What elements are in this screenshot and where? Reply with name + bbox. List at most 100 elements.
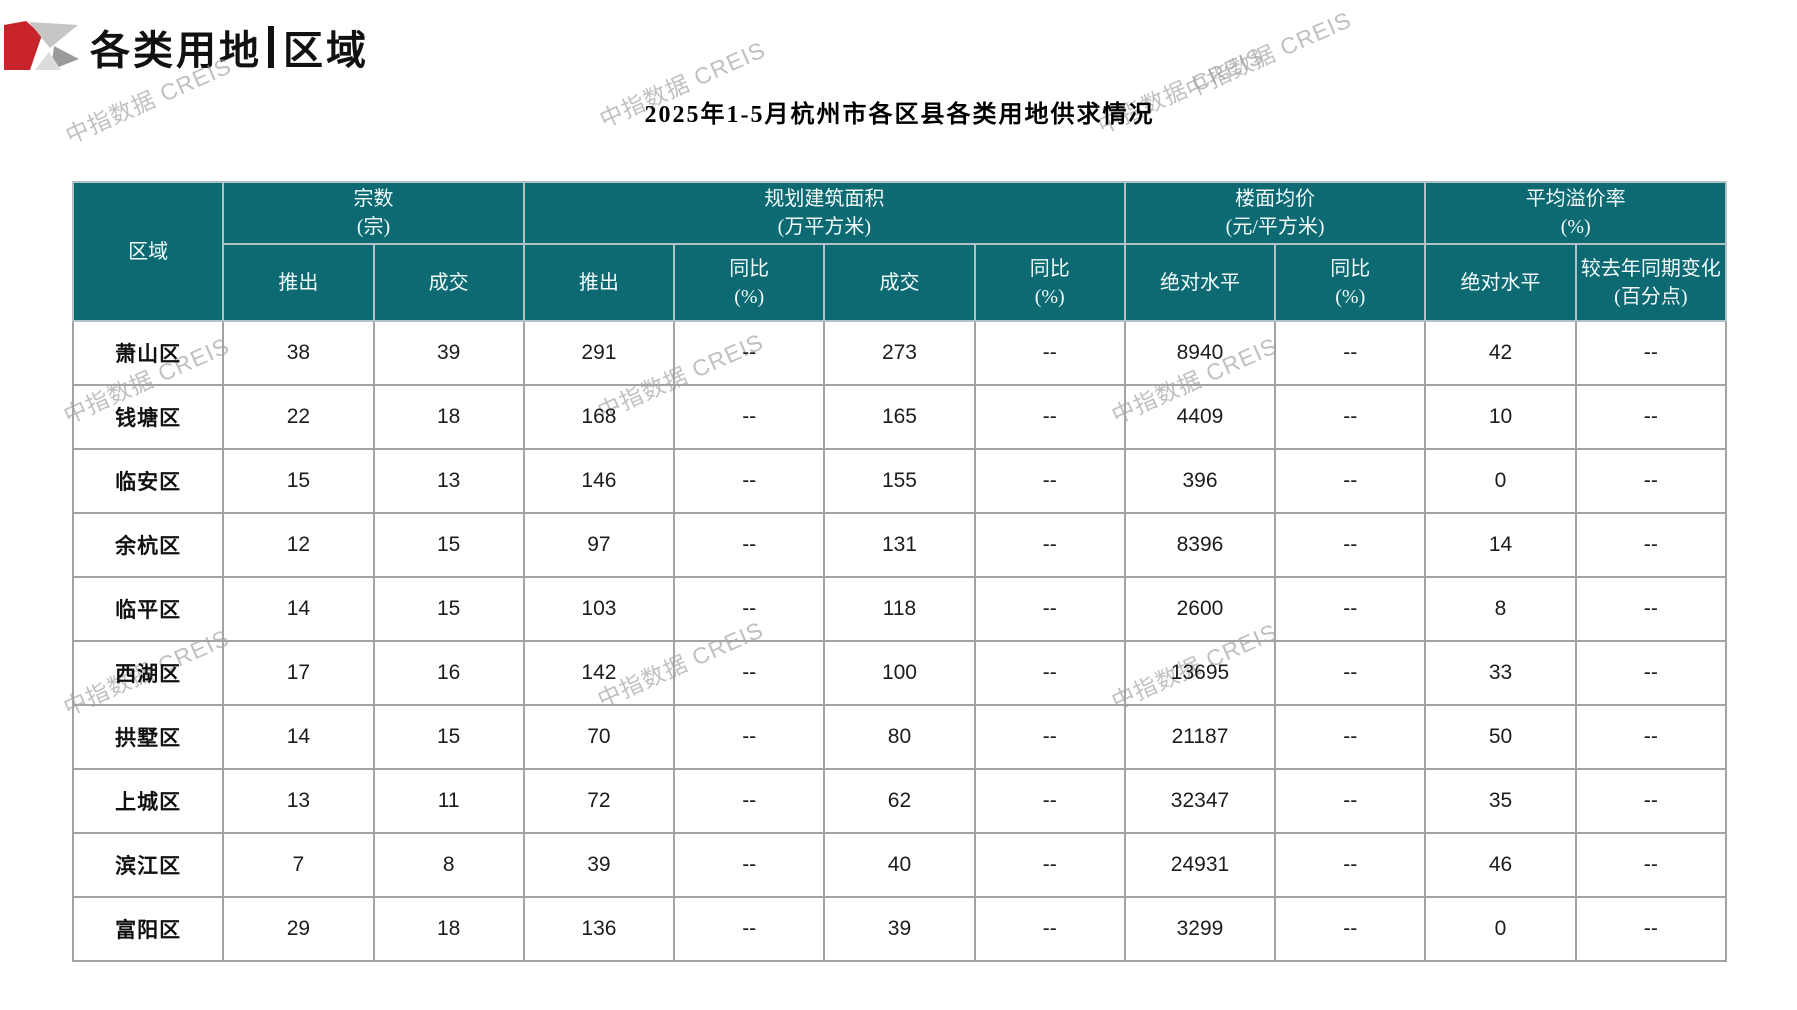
region-cell: 临平区 — [71, 576, 225, 642]
value-cell: -- — [673, 832, 826, 898]
value-cell: 72 — [522, 768, 676, 834]
page-title-left: 各类用地 — [90, 28, 262, 73]
value-cell: -- — [673, 704, 826, 770]
table-body: 萧山区 38 39 291 -- 273 -- 8940 -- 42 -- 钱塘区 22 18 168 -- 1… — [71, 320, 1728, 962]
table-row: 临安区 15 13 146 -- 155 -- 396 -- 0 -- — [71, 448, 1728, 514]
value-cell: 50 — [1424, 704, 1577, 770]
table-row: 萧山区 38 39 291 -- 273 -- 8940 -- 42 -- — [71, 320, 1728, 386]
value-cell: 17 — [222, 640, 375, 706]
value-cell: 12 — [222, 512, 375, 578]
value-cell: 136 — [522, 896, 676, 962]
value-cell: 8940 — [1123, 320, 1277, 386]
region-cell: 拱墅区 — [71, 704, 225, 770]
value-cell: -- — [1274, 320, 1427, 386]
value-cell: 35 — [1424, 768, 1577, 834]
table-container: 区域 宗数 (宗) 规划建筑面积 (万平方米) 楼面均价 (元/平方米) 平均溢价率 (… — [71, 181, 1728, 962]
table-row: 钱塘区 22 18 168 -- 165 -- 4409 -- 10 -- — [71, 384, 1728, 450]
value-cell: 18 — [372, 896, 525, 962]
value-cell: 3299 — [1123, 896, 1277, 962]
page-title: 各类用地 区域 — [90, 18, 369, 76]
value-cell: 15 — [372, 704, 525, 770]
value-cell: 14 — [222, 576, 375, 642]
value-cell: -- — [1574, 704, 1728, 770]
table-head: 区域 宗数 (宗) 规划建筑面积 (万平方米) 楼面均价 (元/平方米) 平均溢价率 (… — [71, 181, 1728, 322]
value-cell: 42 — [1424, 320, 1577, 386]
value-cell: 7 — [222, 832, 375, 898]
value-cell: 14 — [1424, 512, 1577, 578]
value-cell: 29 — [222, 896, 375, 962]
group-header-cell: 区域 — [71, 181, 225, 322]
group-header-cell: 平均溢价率 (%) — [1424, 181, 1727, 245]
title-divider — [268, 26, 274, 68]
value-cell: -- — [1274, 896, 1427, 962]
table-row: 拱墅区 14 15 70 -- 80 -- 21187 -- 50 -- — [71, 704, 1728, 770]
value-cell: -- — [1574, 640, 1728, 706]
value-cell: 396 — [1123, 448, 1277, 514]
sub-header-cell: 推出 — [522, 243, 676, 322]
value-cell: 13 — [372, 448, 525, 514]
value-cell: 10 — [1424, 384, 1577, 450]
group-header-cell: 楼面均价 (元/平方米) — [1123, 181, 1427, 245]
value-cell: -- — [1574, 576, 1728, 642]
logo-gray-right — [51, 46, 79, 70]
sub-header-cell: 同比 (%) — [973, 243, 1126, 322]
value-cell: -- — [973, 512, 1126, 578]
value-cell: 62 — [823, 768, 976, 834]
table-row: 滨江区 7 8 39 -- 40 -- 24931 -- 46 -- — [71, 832, 1728, 898]
value-cell: -- — [673, 576, 826, 642]
region-cell: 萧山区 — [71, 320, 225, 386]
logo-red-shape — [4, 21, 42, 70]
value-cell: -- — [673, 512, 826, 578]
value-cell: -- — [1574, 768, 1728, 834]
table-row: 临平区 14 15 103 -- 118 -- 2600 -- 8 -- — [71, 576, 1728, 642]
sub-header-cell: 绝对水平 — [1424, 243, 1577, 322]
value-cell: 131 — [823, 512, 976, 578]
value-cell: -- — [673, 640, 826, 706]
group-header-cell: 规划建筑面积 (万平方米) — [522, 181, 1126, 245]
value-cell: 142 — [522, 640, 676, 706]
value-cell: 146 — [522, 448, 676, 514]
value-cell: 39 — [522, 832, 676, 898]
region-cell: 上城区 — [71, 768, 225, 834]
value-cell: 32347 — [1123, 768, 1277, 834]
sub-header-row: 推出 成交 推出 同比 (%) 成交 同比 (%) 绝对水平 同比 (%) 绝对水平 较去年同期变… — [73, 243, 1728, 322]
value-cell: 103 — [522, 576, 676, 642]
sub-header-cell: 同比 (%) — [673, 243, 826, 322]
region-cell: 西湖区 — [71, 640, 225, 706]
sub-header-cell: 推出 — [222, 243, 375, 322]
value-cell: -- — [1574, 448, 1728, 514]
table-row: 西湖区 17 16 142 -- 100 -- 13695 -- 33 -- — [71, 640, 1728, 706]
value-cell: 80 — [823, 704, 976, 770]
region-cell: 余杭区 — [71, 512, 225, 578]
value-cell: -- — [973, 832, 1126, 898]
value-cell: 24931 — [1123, 832, 1277, 898]
logo-gray-top — [29, 22, 78, 48]
value-cell: 100 — [823, 640, 976, 706]
logo-gray-bottom — [35, 52, 61, 70]
value-cell: 8 — [1424, 576, 1577, 642]
value-cell: 18 — [372, 384, 525, 450]
table-row: 余杭区 12 15 97 -- 131 -- 8396 -- 14 -- — [71, 512, 1728, 578]
value-cell: 273 — [823, 320, 976, 386]
value-cell: -- — [1274, 576, 1427, 642]
value-cell: 97 — [522, 512, 676, 578]
value-cell: 21187 — [1123, 704, 1277, 770]
value-cell: 13 — [222, 768, 375, 834]
group-header-cell: 宗数 (宗) — [222, 181, 525, 245]
value-cell: -- — [1574, 384, 1728, 450]
value-cell: 291 — [522, 320, 676, 386]
value-cell: -- — [1274, 640, 1427, 706]
sub-header-cell: 绝对水平 — [1123, 243, 1277, 322]
value-cell: 22 — [222, 384, 375, 450]
region-cell: 富阳区 — [71, 896, 225, 962]
value-cell: -- — [973, 768, 1126, 834]
value-cell: -- — [973, 576, 1126, 642]
value-cell: 40 — [823, 832, 976, 898]
value-cell: -- — [1274, 448, 1427, 514]
value-cell: 165 — [823, 384, 976, 450]
value-cell: 0 — [1424, 896, 1577, 962]
value-cell: 11 — [372, 768, 525, 834]
value-cell: -- — [673, 320, 826, 386]
value-cell: 38 — [222, 320, 375, 386]
value-cell: 168 — [522, 384, 676, 450]
